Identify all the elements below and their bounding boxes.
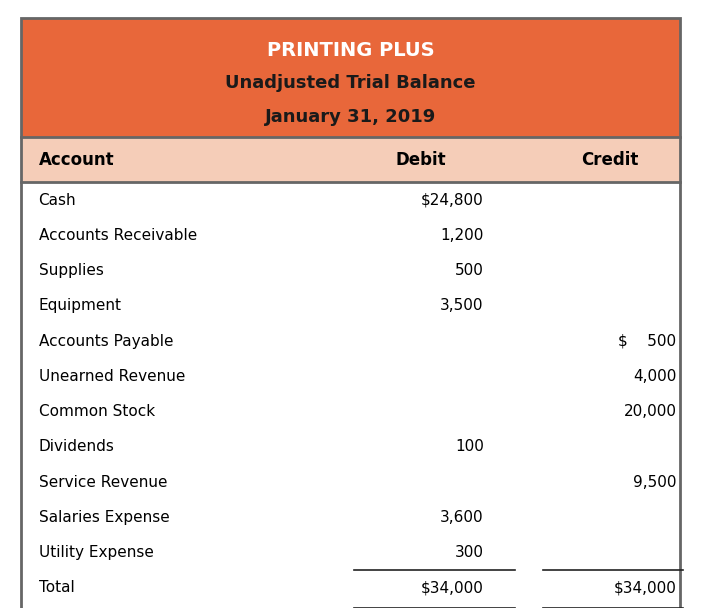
Text: 100: 100 [455,440,484,454]
Text: Total: Total [39,581,74,595]
Text: Service Revenue: Service Revenue [39,475,167,489]
Text: 9,500: 9,500 [633,475,676,489]
Text: Credit: Credit [581,151,639,168]
Text: 3,500: 3,500 [440,299,484,313]
Text: Account: Account [39,151,114,168]
Text: Dividends: Dividends [39,440,114,454]
Text: January 31, 2019: January 31, 2019 [265,108,436,126]
Text: 4,000: 4,000 [633,369,676,384]
Text: Debit: Debit [395,151,446,168]
Text: Utility Expense: Utility Expense [39,545,154,560]
Text: Accounts Payable: Accounts Payable [39,334,173,348]
Text: Equipment: Equipment [39,299,121,313]
Text: Salaries Expense: Salaries Expense [39,510,170,525]
Text: $    500: $ 500 [618,334,676,348]
Text: Unearned Revenue: Unearned Revenue [39,369,185,384]
Text: $24,800: $24,800 [421,193,484,207]
Bar [21,137,680,182]
Text: 1,200: 1,200 [440,228,484,243]
Text: Supplies: Supplies [39,263,104,278]
Text: Accounts Receivable: Accounts Receivable [39,228,197,243]
Bar [21,18,680,137]
Text: Common Stock: Common Stock [39,404,155,419]
Text: $34,000: $34,000 [421,581,484,595]
Text: Cash: Cash [39,193,76,207]
Text: 3,600: 3,600 [440,510,484,525]
Text: PRINTING PLUS: PRINTING PLUS [266,41,435,60]
Text: 500: 500 [455,263,484,278]
Bar [21,182,680,608]
Text: Unadjusted Trial Balance: Unadjusted Trial Balance [225,74,476,92]
Text: 20,000: 20,000 [623,404,676,419]
Text: 300: 300 [455,545,484,560]
Text: $34,000: $34,000 [613,581,676,595]
